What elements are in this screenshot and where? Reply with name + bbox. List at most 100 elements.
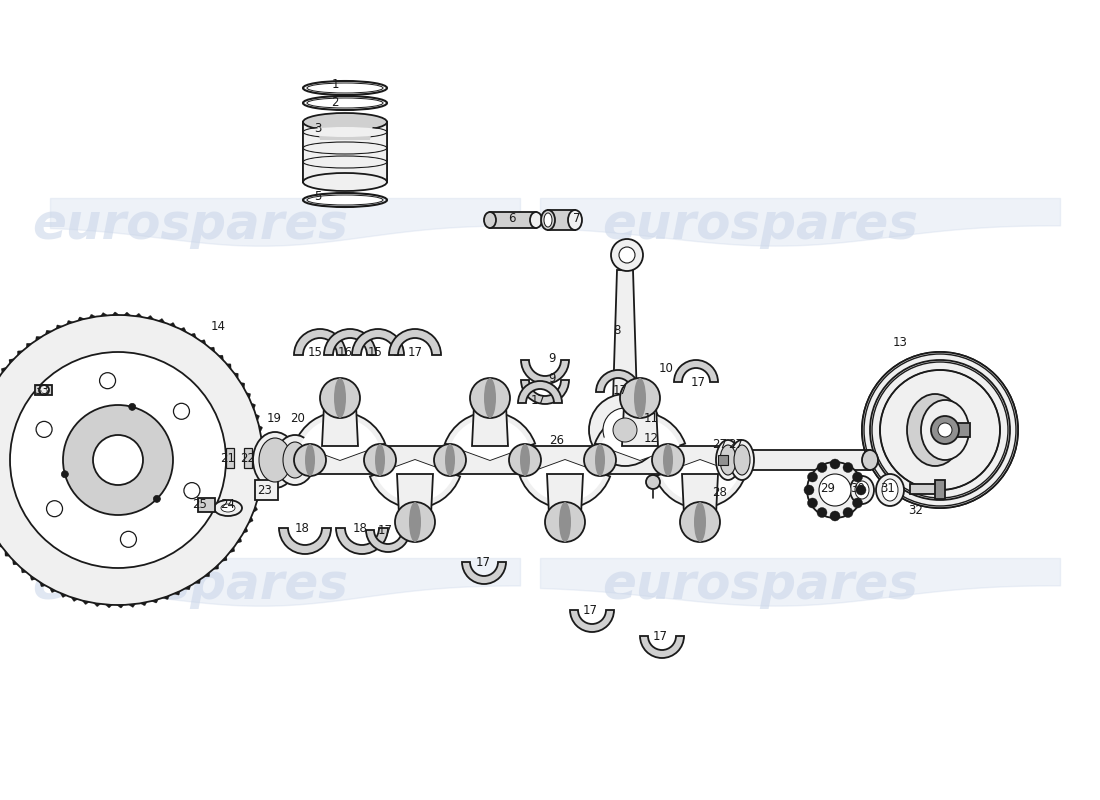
- Ellipse shape: [258, 438, 292, 482]
- Polygon shape: [263, 448, 266, 455]
- Wedge shape: [595, 412, 685, 460]
- Polygon shape: [45, 330, 52, 334]
- Text: eurospares: eurospares: [602, 561, 918, 609]
- Polygon shape: [263, 460, 266, 467]
- Wedge shape: [352, 329, 404, 355]
- Polygon shape: [230, 547, 234, 553]
- Text: 7: 7: [573, 211, 581, 225]
- Ellipse shape: [559, 502, 571, 542]
- Polygon shape: [67, 321, 74, 325]
- Ellipse shape: [852, 472, 862, 482]
- Text: 22: 22: [241, 451, 255, 465]
- Polygon shape: [222, 556, 227, 562]
- Ellipse shape: [843, 507, 852, 518]
- Ellipse shape: [634, 378, 646, 418]
- Text: 9: 9: [548, 371, 556, 385]
- Text: 14: 14: [210, 321, 225, 334]
- Polygon shape: [117, 605, 124, 608]
- Text: 12: 12: [644, 431, 659, 445]
- Ellipse shape: [509, 444, 541, 476]
- Text: 19: 19: [266, 411, 282, 425]
- Polygon shape: [200, 340, 206, 345]
- Polygon shape: [147, 315, 154, 319]
- Ellipse shape: [804, 485, 814, 495]
- Polygon shape: [174, 591, 180, 595]
- Polygon shape: [219, 355, 223, 361]
- Ellipse shape: [153, 495, 161, 502]
- Wedge shape: [336, 528, 388, 554]
- Text: 17: 17: [475, 555, 491, 569]
- Wedge shape: [521, 360, 569, 384]
- Ellipse shape: [39, 385, 50, 395]
- Ellipse shape: [275, 435, 315, 485]
- Wedge shape: [862, 352, 1018, 508]
- Polygon shape: [100, 313, 108, 316]
- Ellipse shape: [603, 408, 647, 452]
- Polygon shape: [112, 312, 119, 315]
- Ellipse shape: [294, 444, 326, 476]
- Wedge shape: [654, 460, 745, 508]
- Polygon shape: [205, 572, 210, 577]
- Polygon shape: [302, 122, 387, 182]
- Polygon shape: [50, 588, 56, 593]
- Polygon shape: [265, 446, 730, 474]
- Ellipse shape: [305, 143, 385, 153]
- Wedge shape: [389, 329, 441, 355]
- Ellipse shape: [302, 173, 387, 191]
- Ellipse shape: [694, 502, 706, 542]
- Text: 17: 17: [407, 346, 422, 358]
- Ellipse shape: [364, 444, 396, 476]
- Polygon shape: [548, 210, 575, 230]
- Polygon shape: [720, 450, 870, 470]
- Polygon shape: [18, 350, 23, 355]
- Ellipse shape: [938, 423, 952, 437]
- Polygon shape: [180, 327, 187, 332]
- Polygon shape: [258, 426, 263, 432]
- Wedge shape: [518, 381, 562, 403]
- Ellipse shape: [62, 470, 68, 478]
- Text: 16: 16: [338, 346, 352, 358]
- Ellipse shape: [830, 511, 840, 521]
- Ellipse shape: [855, 481, 869, 499]
- Polygon shape: [124, 312, 131, 315]
- Ellipse shape: [850, 476, 875, 504]
- Ellipse shape: [63, 405, 173, 515]
- Ellipse shape: [734, 445, 750, 475]
- Text: 17: 17: [583, 603, 597, 617]
- Ellipse shape: [908, 394, 962, 466]
- Text: 28: 28: [713, 486, 727, 498]
- Polygon shape: [262, 472, 265, 478]
- Ellipse shape: [184, 482, 200, 498]
- Polygon shape: [198, 498, 214, 512]
- Text: 27: 27: [728, 438, 744, 451]
- Polygon shape: [82, 601, 89, 605]
- Text: 33: 33: [34, 383, 50, 397]
- Text: 25: 25: [192, 498, 208, 511]
- Wedge shape: [444, 412, 535, 460]
- Ellipse shape: [862, 450, 878, 470]
- Polygon shape: [257, 494, 261, 502]
- Polygon shape: [255, 480, 278, 500]
- Text: 23: 23: [257, 483, 273, 497]
- Ellipse shape: [174, 403, 189, 419]
- Text: 17: 17: [530, 394, 546, 406]
- Polygon shape: [70, 597, 78, 602]
- Polygon shape: [253, 506, 257, 513]
- Polygon shape: [317, 125, 373, 140]
- Ellipse shape: [817, 507, 827, 518]
- Polygon shape: [78, 317, 85, 321]
- Ellipse shape: [882, 479, 898, 501]
- Ellipse shape: [610, 239, 643, 271]
- Wedge shape: [526, 460, 605, 502]
- Polygon shape: [60, 593, 67, 598]
- Ellipse shape: [253, 432, 297, 488]
- Ellipse shape: [395, 502, 434, 542]
- Polygon shape: [169, 322, 176, 327]
- Polygon shape: [547, 474, 583, 515]
- Text: 20: 20: [290, 411, 306, 425]
- Polygon shape: [0, 542, 2, 547]
- Ellipse shape: [305, 157, 385, 167]
- Ellipse shape: [307, 195, 383, 205]
- Ellipse shape: [129, 403, 135, 410]
- Polygon shape: [682, 474, 718, 515]
